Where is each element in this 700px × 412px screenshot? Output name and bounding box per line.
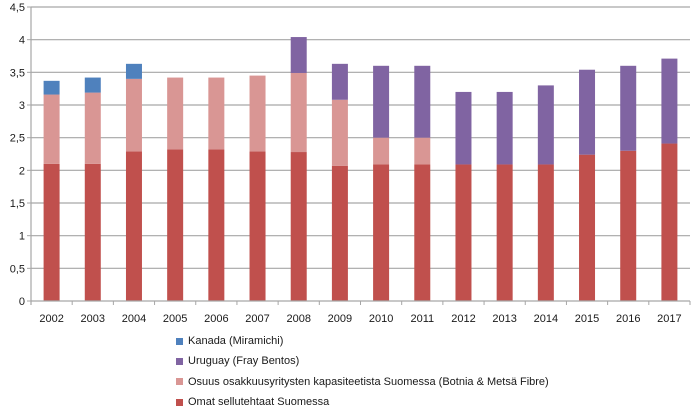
- y-tick-label: 3,5: [10, 67, 25, 79]
- legend-label-uruguay: Uruguay (Fray Bentos): [188, 355, 300, 368]
- bar-group-2014: [537, 85, 554, 301]
- bar-segment: [537, 85, 554, 165]
- bar-segment: [331, 165, 348, 301]
- bar-segment: [661, 143, 678, 301]
- bar-segment: [331, 63, 348, 100]
- bar-segment: [373, 137, 390, 165]
- bar-segment: [208, 149, 225, 301]
- bar-group-2004: [125, 63, 142, 301]
- legend-item-osuus: Osuus osakkuusyritysten kapasiteetista S…: [176, 372, 549, 392]
- y-tick-label: 2,5: [10, 133, 25, 145]
- stacked-bar-chart: 00,511,522,533,544,5 2002 2003 2004 2005 200…: [10, 2, 691, 325]
- x-tick-label: 2006: [204, 313, 228, 325]
- legend-swatch-osuus: [176, 378, 183, 386]
- bar-group-2012: [455, 91, 472, 301]
- legend-label-kanada: Kanada (Miramichi): [188, 335, 284, 348]
- bar-segment: [455, 91, 472, 165]
- legend-label-osuus: Osuus osakkuusyritysten kapasiteetista S…: [188, 375, 549, 388]
- bar-group-2002: [43, 80, 60, 301]
- bar-segment: [331, 99, 348, 166]
- x-axis-ticks: 2002 2003 2004 2005 2006 2007 2008 2009 2010 2011…: [30, 301, 691, 325]
- bar-group-2016: [620, 65, 637, 301]
- bar-segment: [43, 80, 60, 95]
- bar-segment: [249, 151, 266, 301]
- bar-group-2008: [290, 37, 307, 301]
- y-tick-label: 1,5: [10, 198, 25, 210]
- x-tick-label: 2011: [410, 313, 434, 325]
- y-tick-label: 0,5: [10, 263, 25, 275]
- bars: [43, 37, 678, 301]
- x-tick-label: 2013: [492, 313, 516, 325]
- bar-segment: [208, 77, 225, 150]
- bar-segment: [620, 150, 637, 301]
- bar-segment: [620, 65, 637, 151]
- x-tick-label: 2008: [286, 313, 310, 325]
- bar-segment: [414, 137, 431, 165]
- bar-segment: [125, 151, 142, 301]
- bar-segment: [290, 72, 307, 153]
- x-tick-label: 2017: [657, 313, 681, 325]
- legend-item-kanada: Kanada (Miramichi): [176, 331, 549, 351]
- bar-segment: [290, 152, 307, 301]
- legend-label-omat: Omat sellutehtaat Suomessa: [188, 396, 330, 409]
- legend-swatch-uruguay: [176, 357, 183, 365]
- y-axis-ticks: 0 0,5 1 1,5 2 2,5 3 3,5 4 4,5: [10, 2, 31, 308]
- bar-segment: [373, 164, 390, 301]
- bar-group-2011: [414, 65, 431, 301]
- bar-segment: [496, 91, 513, 165]
- bar-segment: [414, 65, 431, 138]
- bar-segment: [84, 163, 101, 301]
- y-tick-label: 4,5: [10, 2, 25, 14]
- x-tick-label: 2010: [369, 313, 393, 325]
- bar-segment: [167, 149, 184, 301]
- bar-group-2009: [331, 63, 348, 301]
- bar-segment: [249, 75, 266, 152]
- y-tick-label: 2: [19, 165, 25, 177]
- bar-segment: [290, 37, 307, 73]
- legend-item-uruguay: Uruguay (Fray Bentos): [176, 351, 549, 371]
- bar-group-2010: [373, 65, 390, 301]
- y-tick-label: 4: [19, 35, 25, 47]
- bar-segment: [167, 77, 184, 150]
- x-tick-label: 2005: [163, 313, 187, 325]
- bar-segment: [43, 94, 60, 164]
- legend-swatch-kanada: [176, 337, 183, 345]
- y-tick-label: 3: [19, 100, 25, 112]
- bar-segment: [579, 154, 596, 301]
- bar-segment: [43, 163, 60, 301]
- bar-segment: [414, 164, 431, 301]
- bar-segment: [537, 164, 554, 301]
- bar-segment: [496, 164, 513, 301]
- x-tick-label: 2016: [616, 313, 640, 325]
- bar-segment: [125, 78, 142, 152]
- x-tick-label: 2009: [328, 313, 352, 325]
- x-tick-label: 2012: [451, 313, 475, 325]
- bar-group-2015: [579, 69, 596, 301]
- y-tick-label: 0: [19, 296, 25, 308]
- bar-segment: [84, 77, 101, 93]
- x-tick-label: 2002: [39, 313, 63, 325]
- bar-group-2007: [249, 75, 266, 301]
- x-tick-label: 2003: [81, 313, 105, 325]
- bar-segment: [455, 164, 472, 301]
- legend-item-omat: Omat sellutehtaat Suomessa: [176, 392, 549, 412]
- y-tick-label: 1: [19, 231, 25, 243]
- bar-segment: [373, 65, 390, 138]
- x-tick-label: 2004: [122, 313, 146, 325]
- bar-group-2013: [496, 91, 513, 301]
- bar-segment: [579, 69, 596, 155]
- bar-segment: [84, 92, 101, 164]
- bar-group-2003: [84, 77, 101, 301]
- legend: Kanada (Miramichi) Uruguay (Fray Bentos)…: [176, 331, 549, 412]
- bar-segment: [125, 63, 142, 79]
- legend-swatch-omat: [176, 398, 183, 406]
- bar-segment: [661, 58, 678, 144]
- x-tick-label: 2014: [534, 313, 558, 325]
- bar-group-2006: [208, 77, 225, 301]
- x-tick-label: 2015: [575, 313, 599, 325]
- bar-group-2005: [167, 77, 184, 301]
- x-tick-label: 2007: [245, 313, 269, 325]
- bar-group-2017: [661, 58, 678, 301]
